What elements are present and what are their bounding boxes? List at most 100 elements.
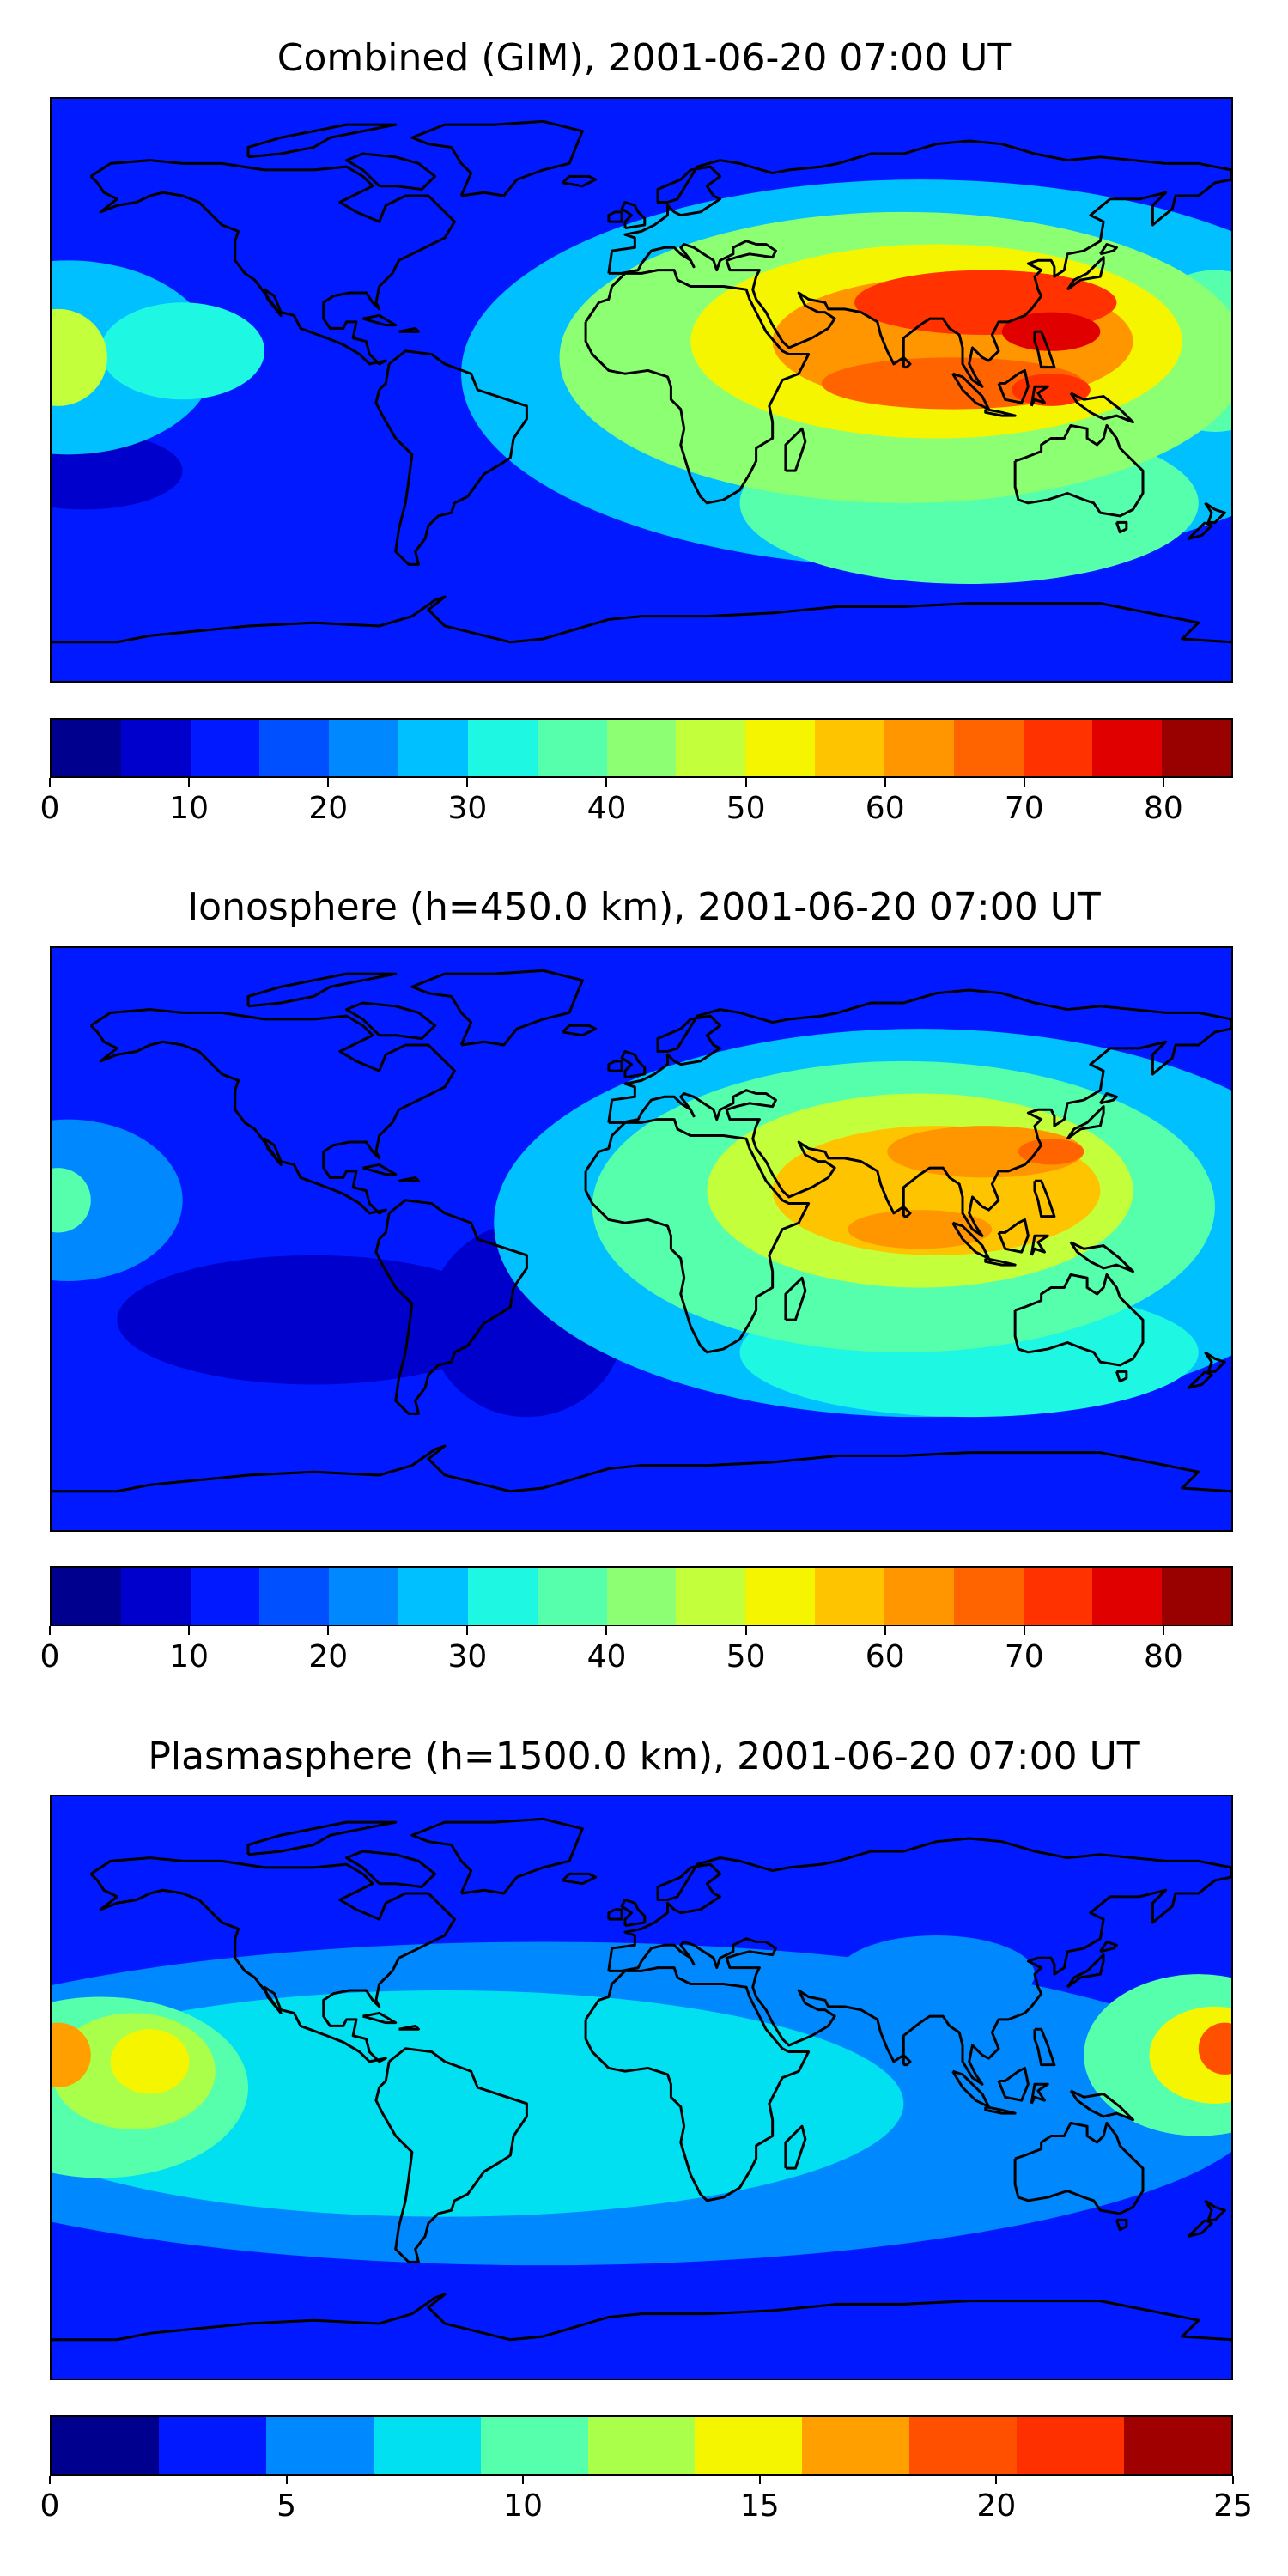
colorbar-tick-label: 80 (1144, 791, 1183, 826)
coastline-antarctica (52, 2293, 1231, 2342)
coastline-java (984, 408, 1017, 417)
coastline-eurasia (607, 988, 1231, 1237)
colorbar-swatch (815, 1568, 884, 1625)
contour-region (887, 1126, 1084, 1178)
colorbar-tick (466, 778, 469, 787)
tec-map (50, 1795, 1233, 2380)
colorbar-tick (188, 778, 191, 787)
coastline-sri-lanka (902, 355, 912, 369)
colorbar-swatch (259, 1568, 330, 1625)
colorbar-swatch (587, 2417, 696, 2474)
colorbar-tick (605, 1626, 608, 1635)
colorbar-tick-label: 10 (169, 1639, 210, 1674)
colorbar-tick (995, 2476, 998, 2484)
map-title: Ionosphere (h=450.0 km), 2001-06-20 07:0… (187, 885, 1101, 929)
coastline-new-zealand-s (1187, 521, 1213, 540)
coastline-antarctica (52, 1444, 1231, 1493)
map-title: Combined (GIM), 2001-06-20 07:00 UT (276, 36, 1012, 80)
coastline-south-america (374, 2047, 528, 2263)
tec-field (52, 99, 1231, 681)
tec-field (52, 948, 1231, 1530)
coastline-hispaniola (398, 2024, 420, 2031)
colorbar-swatch (467, 720, 538, 776)
coastline-new-zealand (1204, 2199, 1226, 2221)
colorbar-swatch (676, 720, 746, 776)
colorbar-tick (1162, 1626, 1164, 1635)
coastline-north-america (89, 159, 456, 366)
colorbar-tick-label: 50 (726, 791, 766, 826)
coastline-java (984, 1257, 1017, 1267)
colorbar-swatch (120, 720, 191, 776)
coastline-ireland (607, 1908, 623, 1921)
contour-region (52, 1990, 904, 2217)
contour-region (52, 308, 107, 406)
coastline-new-zealand-s (1187, 1370, 1213, 1389)
contour-region (848, 1210, 993, 1249)
coastline-sri-lanka (902, 1205, 912, 1218)
colorbar-tick (49, 2476, 51, 2484)
colorbar-tick-label: 20 (976, 2488, 1017, 2524)
colorbar-swatch (329, 1568, 399, 1625)
coastline-greenland (410, 969, 584, 1047)
coastline-iceland (562, 1872, 598, 1886)
contour-region (117, 1255, 511, 1385)
coastline-greenland (410, 119, 584, 197)
colorbar-tick-label: 10 (503, 2488, 544, 2524)
coastline-ireland (607, 210, 623, 223)
colorbar-swatch (120, 1568, 191, 1625)
colorbar-tick-label: 30 (447, 1639, 488, 1674)
coastline-cuba (362, 313, 398, 327)
coastline-japan (1066, 1105, 1105, 1140)
map-svg (52, 948, 1231, 1530)
colorbar-tick-label: 5 (276, 2488, 297, 2524)
coastline-new-guinea (1069, 392, 1135, 424)
colorbar-ticks: 0 10 20 30 40 50 60 70 80 (40, 1626, 1233, 1678)
coastline-japan (1066, 1953, 1105, 1989)
colorbar-swatch (52, 720, 121, 776)
coastline-sulawesi (1030, 1234, 1049, 1256)
colorbar-ticks: 0 10 20 30 40 50 60 70 80 (40, 778, 1233, 829)
colorbar-tick (744, 778, 747, 787)
map-svg (52, 1796, 1231, 2379)
coastline-hokkaido (1099, 1092, 1118, 1105)
coastline-africa (584, 1118, 811, 1354)
colorbar-swatch (606, 720, 677, 776)
colorbar-swatch (1092, 1568, 1163, 1625)
colorbar-tick (327, 778, 330, 787)
coastlines (52, 969, 1231, 1493)
colorbar-swatch (158, 2417, 266, 2474)
colorbar-tick-label: 70 (1004, 791, 1044, 826)
coastline-cuba (362, 2011, 398, 2025)
colorbar-swatch (745, 1568, 816, 1625)
coastline-madagascar (784, 427, 807, 472)
colorbar-swatch (398, 720, 468, 776)
contour-region (52, 1119, 183, 1281)
coastline-eurasia (607, 1837, 1231, 2086)
colorbar-swatch (1162, 720, 1232, 776)
coastline-australia (1013, 1273, 1145, 1367)
coastline-arctic-isles (246, 972, 398, 1008)
colorbar-ticks: 0 5 10 15 20 25 (40, 2476, 1253, 2527)
coastline-baffin (345, 152, 437, 191)
coastline-borneo (997, 1218, 1030, 1254)
colorbar-tick (605, 778, 608, 787)
colorbar-tick-label: 0 (39, 2488, 60, 2524)
coastline-australia (1013, 2121, 1145, 2215)
tec-map (50, 946, 1233, 1532)
colorbar-swatch (537, 1568, 607, 1625)
colorbar-swatch (467, 1568, 538, 1625)
colorbar-swatch (52, 1568, 121, 1625)
colorbar-swatch (480, 2417, 588, 2474)
colorbar-swatch (695, 2417, 803, 2474)
colorbar-swatch (815, 720, 884, 776)
tec-map (50, 97, 1233, 683)
colorbar-swatch (606, 1568, 677, 1625)
coastline-africa (584, 1966, 811, 2202)
coastline-japan (1066, 256, 1105, 291)
coastline-madagascar (784, 2124, 807, 2170)
colorbar-tick (522, 2476, 525, 2484)
coastline-australia (1013, 423, 1145, 518)
contour-region (110, 2029, 190, 2094)
coastline-hispaniola (398, 1176, 420, 1182)
colorbar-tick (188, 1626, 191, 1635)
